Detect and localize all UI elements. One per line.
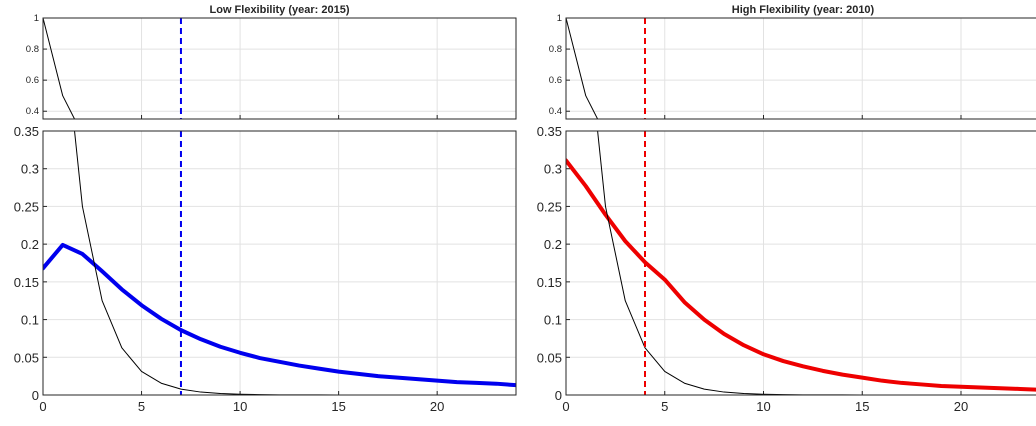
- y-tick-label: 0: [555, 388, 562, 403]
- bottom-panel: 0 0.05 0.1 0.15 0.2 0.25 0.3 0.35 0 5 10 15 20: [14, 124, 517, 414]
- top-panel: 0.4 0.6 0.8 1: [549, 13, 1036, 172]
- series-group: [43, 131, 516, 395]
- chart-2: High Flexibility (year: 2010)0.40.60.810…: [537, 4, 1036, 414]
- y-tick-label: 0.2: [544, 237, 562, 252]
- series-line-thin: [74, 131, 516, 395]
- x-tick-label: 5: [661, 399, 668, 414]
- x-tick-label: 10: [756, 399, 770, 414]
- chart-title: High Flexibility (year: 2010): [732, 4, 875, 16]
- y-tick-label: 0.3: [544, 162, 562, 177]
- x-tick-label: 0: [562, 399, 569, 414]
- y-tick-label: 0.05: [537, 350, 562, 365]
- y-tick-label: 0.05: [14, 350, 39, 365]
- x-tick-label: 5: [138, 399, 145, 414]
- y-tick-label: 0.6: [26, 75, 39, 86]
- chart-1: Low Flexibility (year: 2015)0.40.60.8100…: [14, 4, 517, 414]
- panel-frame: [565, 17, 1036, 120]
- y-tick-label: 0.4: [26, 106, 39, 117]
- y-tick-label: 0.1: [21, 313, 39, 328]
- y-tick-label: 0.25: [537, 199, 562, 214]
- x-tick-label: 15: [855, 399, 869, 414]
- y-tick-label: 0.35: [537, 124, 562, 139]
- y-tick-label: 0.3: [21, 162, 39, 177]
- x-tick-label: 0: [39, 399, 46, 414]
- panel-frame: [42, 17, 517, 120]
- y-tick-label: 0.15: [14, 275, 39, 290]
- x-tick-label: 20: [430, 399, 444, 414]
- panel-frame: [42, 130, 517, 396]
- x-tick-label: 10: [233, 399, 247, 414]
- y-tick-label: 1: [557, 13, 562, 24]
- series-group: [566, 131, 1036, 395]
- y-tick-label: 0: [32, 388, 39, 403]
- y-tick-label: 0.8: [549, 44, 562, 55]
- y-tick-label: 0.4: [549, 106, 562, 117]
- y-tick-label: 0.15: [537, 275, 562, 290]
- x-tick-label: 15: [331, 399, 345, 414]
- y-tick-label: 0.1: [544, 313, 562, 328]
- series-group: [43, 18, 516, 171]
- chart-title: Low Flexibility (year: 2015): [210, 4, 350, 16]
- y-tick-label: 0.35: [14, 124, 39, 139]
- bottom-panel: 0 0.05 0.1 0.15 0.2 0.25 0.3 0.35 0 5 10 15 20: [537, 124, 1036, 414]
- series-line-thick: [566, 158, 1036, 392]
- x-tick-label: 20: [954, 399, 968, 414]
- series-line-thin: [597, 131, 1036, 395]
- panel-frame: [565, 130, 1036, 396]
- series-line-thin: [43, 18, 76, 119]
- series-line-thick: [43, 142, 516, 171]
- series-group: [566, 18, 1036, 172]
- y-tick-label: 0.2: [21, 237, 39, 252]
- top-panel: 0.4 0.6 0.8 1: [26, 13, 517, 171]
- series-line-thin: [566, 18, 599, 119]
- y-tick-label: 0.6: [549, 75, 562, 86]
- y-tick-label: 1: [34, 13, 39, 24]
- y-tick-label: 0.8: [26, 44, 39, 55]
- series-line-thick: [566, 125, 1036, 172]
- y-tick-label: 0.25: [14, 199, 39, 214]
- series-line-thick: [43, 242, 516, 388]
